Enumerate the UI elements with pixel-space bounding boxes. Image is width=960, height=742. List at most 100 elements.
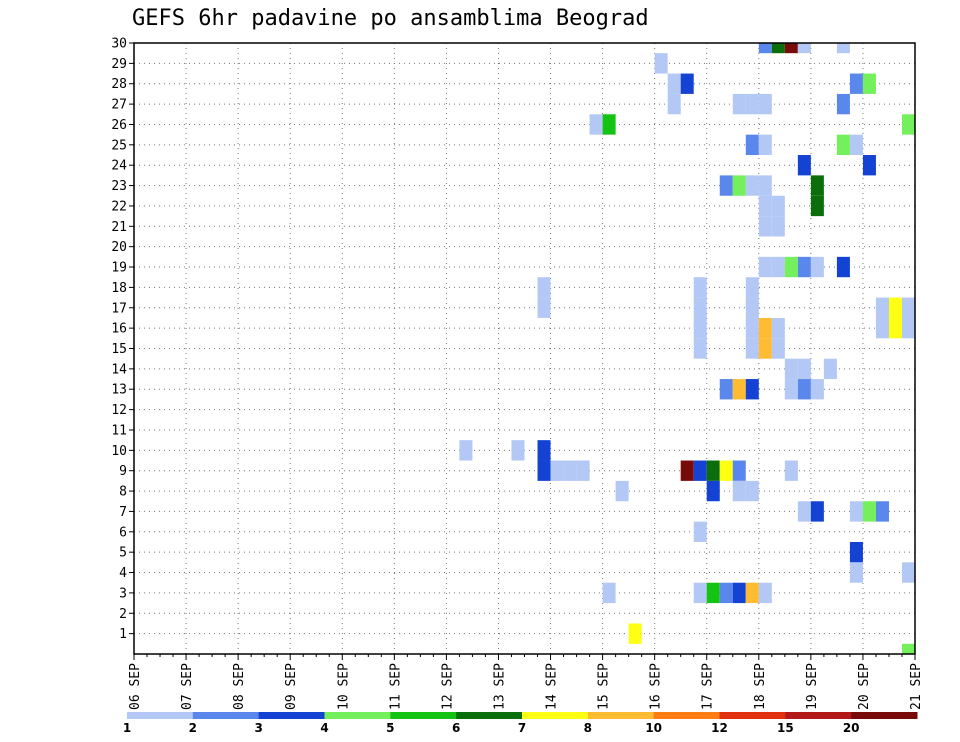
precip-cell	[745, 480, 759, 502]
y-tick-label: 26	[111, 118, 127, 133]
legend-swatch	[324, 712, 391, 719]
x-tick-label: 09 SEP	[284, 663, 299, 710]
precip-cell	[745, 277, 759, 298]
precip-cell	[862, 155, 876, 176]
x-tick-label: 17 SEP	[701, 663, 716, 710]
precip-cell	[875, 297, 889, 318]
y-tick-label: 6	[119, 525, 127, 540]
legend-label: 5	[386, 721, 394, 735]
legend-swatch	[192, 712, 260, 719]
precip-cell	[901, 317, 915, 339]
precip-cell	[797, 379, 811, 400]
precip-cell	[589, 114, 603, 135]
legend-swatch	[587, 712, 655, 719]
precip-cell	[810, 195, 824, 217]
precip-cell	[810, 175, 824, 196]
precip-cell	[810, 501, 824, 522]
precip-cell	[849, 501, 863, 522]
precip-cell	[875, 317, 889, 339]
precip-cell	[706, 480, 720, 502]
precip-cell	[693, 317, 707, 339]
legend-label: 15	[777, 721, 794, 735]
y-tick-label: 10	[111, 444, 127, 459]
precip-cell	[602, 114, 616, 135]
precip-cell	[836, 134, 850, 156]
precip-cell	[771, 256, 785, 278]
y-tick-label: 7	[119, 505, 127, 520]
y-tick-label: 29	[111, 57, 127, 72]
precip-cell	[745, 338, 759, 359]
precip-cell	[745, 297, 759, 318]
y-tick-label: 18	[111, 281, 127, 296]
precip-cell	[550, 460, 564, 481]
y-tick-label: 14	[111, 362, 127, 377]
legend-swatch	[653, 712, 720, 719]
x-tick-label: 10 SEP	[336, 663, 351, 710]
precip-cell	[849, 541, 863, 563]
legend-swatch	[851, 712, 918, 719]
legend-swatch	[390, 712, 457, 719]
x-tick-label: 19 SEP	[805, 663, 820, 710]
legend-label: 2	[189, 721, 197, 735]
precip-cell	[693, 297, 707, 318]
legend-label: 10	[645, 721, 662, 735]
precip-cell	[732, 175, 746, 196]
precip-cell	[537, 297, 551, 318]
x-tick-label: 13 SEP	[492, 663, 507, 710]
legend-label: 7	[518, 721, 526, 735]
x-tick-label: 20 SEP	[857, 663, 872, 710]
y-tick-label: 8	[119, 485, 127, 500]
precip-cell	[771, 43, 785, 54]
precip-cell	[823, 358, 837, 380]
x-tick-label: 14 SEP	[545, 663, 560, 710]
legend-label: 4	[320, 721, 328, 735]
legend-label: 20	[843, 721, 860, 735]
precip-cell	[745, 175, 759, 196]
precip-cell	[901, 297, 915, 318]
precip-cell	[758, 256, 772, 278]
y-tick-label: 28	[111, 77, 127, 92]
legend-label: 1	[123, 721, 131, 735]
x-tick-label: 07 SEP	[180, 663, 195, 710]
precip-cell	[758, 216, 772, 237]
precip-cell	[745, 134, 759, 156]
precip-cell	[680, 460, 694, 481]
legend-label: 3	[254, 721, 262, 735]
precip-cell	[797, 256, 811, 278]
precip-cell	[537, 460, 551, 481]
precip-cell	[758, 338, 772, 359]
precip-cell	[758, 175, 772, 196]
x-axis-ticks: 06 SEP 07 SEP 08 SEP 09 SEP 10 SEP 11 SEP 12 S…	[128, 654, 924, 710]
precip-cell	[784, 43, 798, 54]
legend-swatch	[258, 712, 325, 719]
precip-cell	[758, 93, 772, 115]
precip-cell	[849, 134, 863, 156]
precip-cell	[888, 297, 902, 318]
precip-cell	[810, 379, 824, 400]
y-tick-label: 2	[119, 607, 127, 622]
legend-swatch	[127, 712, 194, 719]
precip-cell	[667, 93, 681, 115]
precip-cell	[888, 317, 902, 339]
precip-cell	[784, 358, 798, 380]
y-tick-label: 9	[119, 464, 127, 479]
precip-cell	[797, 155, 811, 176]
x-tick-label: 11 SEP	[388, 663, 403, 710]
precip-cell	[836, 93, 850, 115]
precip-cell	[732, 379, 746, 400]
precip-cell	[511, 440, 525, 461]
precip-cell	[849, 73, 863, 94]
precip-cell	[680, 73, 694, 94]
y-tick-label: 16	[111, 322, 127, 337]
legend-label: 8	[584, 721, 592, 735]
precip-cell	[537, 277, 551, 298]
precip-cell	[875, 501, 889, 522]
y-tick-label: 27	[111, 98, 127, 113]
precip-cell	[706, 582, 720, 604]
x-tick-label: 15 SEP	[597, 663, 612, 710]
precip-cell	[745, 93, 759, 115]
precip-cell	[836, 43, 850, 54]
y-tick-label: 13	[111, 383, 127, 398]
y-tick-label: 15	[111, 342, 127, 357]
